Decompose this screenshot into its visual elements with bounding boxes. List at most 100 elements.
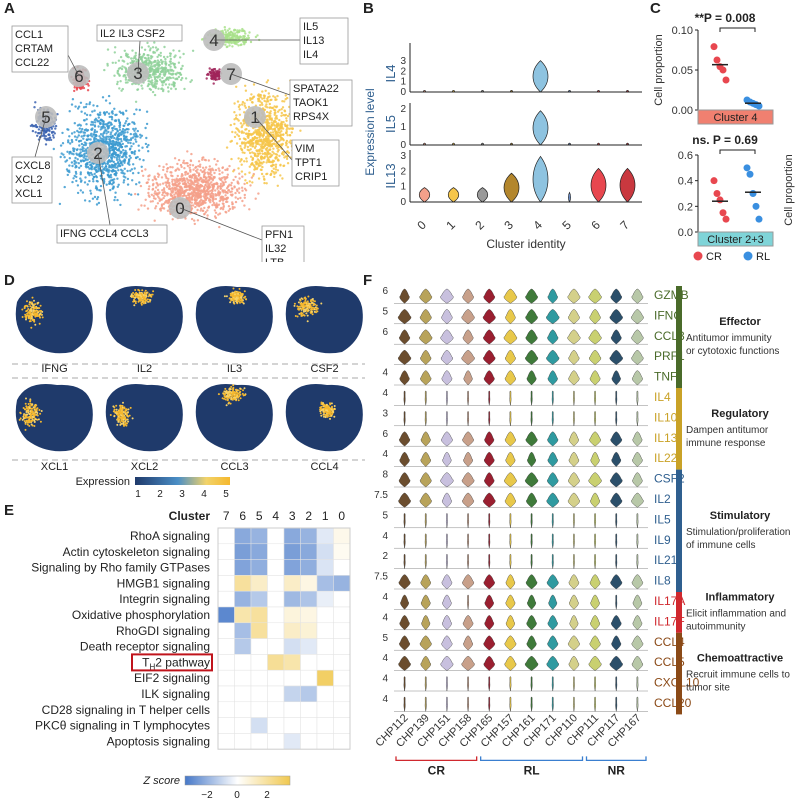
feature-hot-point xyxy=(237,389,240,392)
umap-point-4 xyxy=(236,29,239,32)
feature-hot-point xyxy=(32,413,35,416)
umap-point-3 xyxy=(123,49,127,52)
gene-label-4-0: IL5 xyxy=(303,21,318,33)
umap-point-2 xyxy=(119,144,122,147)
umap-point-1 xyxy=(264,105,267,108)
feature-hot-point xyxy=(313,300,316,303)
umap-point-3 xyxy=(154,68,158,71)
umap-point-2 xyxy=(144,142,148,146)
umap-point-0 xyxy=(211,186,215,189)
umap-point-2 xyxy=(131,179,134,182)
umap-point-3 xyxy=(179,73,182,76)
feature-hot-point xyxy=(133,293,136,296)
umap-point-0 xyxy=(224,210,227,214)
umap-point-1 xyxy=(274,116,278,119)
umap-point-2 xyxy=(91,197,95,200)
umap-point-2 xyxy=(91,173,94,176)
umap-point-3 xyxy=(106,48,110,51)
umap-point-2 xyxy=(102,120,105,124)
umap-point-0 xyxy=(154,178,158,181)
umap-point-5 xyxy=(56,113,59,116)
umap-point-0 xyxy=(204,198,208,201)
umap-point-0 xyxy=(196,188,199,192)
umap-point-0 xyxy=(223,178,227,181)
c-ticklabel-bottom-1: 0.2 xyxy=(678,201,693,213)
umap-point-0 xyxy=(203,213,206,216)
feature-hot-point xyxy=(231,294,234,297)
umap-point-4 xyxy=(234,42,237,45)
feature-hot-point xyxy=(310,300,312,303)
feature-hot-point xyxy=(30,301,33,304)
umap-point-1 xyxy=(266,79,270,82)
umap-point-1 xyxy=(262,146,265,150)
feature-blob-CSF2 xyxy=(285,286,363,354)
umap-point-0 xyxy=(189,183,192,186)
umap-point-0 xyxy=(210,177,213,180)
umap-point-4 xyxy=(221,29,224,33)
umap-point-0 xyxy=(234,191,237,195)
umap-point-3 xyxy=(162,55,166,59)
umap-point-2 xyxy=(122,149,125,152)
c-legend-label-RL: RL xyxy=(756,251,770,262)
umap-point-3 xyxy=(153,93,157,97)
feature-hot-point xyxy=(35,314,38,317)
umap-point-1 xyxy=(259,148,262,151)
umap-point-1 xyxy=(272,167,275,170)
umap-point-0 xyxy=(213,175,216,179)
umap-point-5 xyxy=(52,136,55,139)
umap-point-0 xyxy=(214,197,218,201)
umap-point-2 xyxy=(124,176,127,179)
umap-point-3 xyxy=(136,88,140,91)
umap-point-4 xyxy=(240,43,243,46)
umap-point-2 xyxy=(111,112,114,115)
umap-point-1 xyxy=(273,129,277,133)
umap-point-2 xyxy=(76,129,79,133)
gene-label-5-1: XCL2 xyxy=(15,174,43,186)
gene-label-1-1: TPT1 xyxy=(295,157,322,169)
umap-point-1 xyxy=(266,172,269,175)
umap-point-2 xyxy=(136,129,139,133)
umap-point-0 xyxy=(171,174,174,178)
umap-point-1 xyxy=(276,184,279,187)
umap-point-2 xyxy=(97,169,100,173)
feature-hot-point xyxy=(39,304,42,307)
umap-point-2 xyxy=(67,128,70,131)
umap-point-0 xyxy=(158,164,161,168)
umap-point-1 xyxy=(248,140,251,144)
umap-point-1 xyxy=(286,126,289,129)
umap-point-2 xyxy=(92,121,95,124)
umap-point-1 xyxy=(241,151,244,154)
umap-point-2 xyxy=(133,122,136,126)
umap-point-7 xyxy=(218,68,221,71)
umap-point-1 xyxy=(276,110,280,113)
feature-hot-point xyxy=(27,403,30,405)
umap-point-3 xyxy=(157,53,161,57)
umap-point-2 xyxy=(84,105,88,109)
feature-hot-point xyxy=(230,385,233,388)
umap-point-1 xyxy=(235,114,238,117)
umap-point-0 xyxy=(197,165,200,168)
umap-point-1 xyxy=(237,157,240,160)
umap-point-1 xyxy=(248,171,251,174)
umap-point-3 xyxy=(157,87,160,90)
umap-point-2 xyxy=(130,193,133,196)
umap-point-1 xyxy=(252,174,255,177)
umap-point-2 xyxy=(102,122,105,126)
umap-point-3 xyxy=(160,80,164,84)
umap-point-2 xyxy=(130,145,133,148)
umap-point-2 xyxy=(79,159,83,162)
panel-letter-b: B xyxy=(363,0,374,17)
feature-hot-point xyxy=(124,423,127,426)
umap-point-2 xyxy=(76,107,80,110)
feature-hot-point xyxy=(124,418,127,421)
violin-IL5-cluster-5 xyxy=(568,142,571,146)
umap-point-2 xyxy=(93,175,96,179)
umap-point-1 xyxy=(268,139,271,142)
feature-hot-point xyxy=(238,393,241,396)
umap-point-0 xyxy=(201,156,204,160)
umap-point-4 xyxy=(233,34,236,37)
umap-point-3 xyxy=(113,74,116,77)
c-ticklabel-top-1: 0.05 xyxy=(672,65,693,77)
umap-point-1 xyxy=(242,119,245,122)
umap-point-0 xyxy=(224,180,227,184)
